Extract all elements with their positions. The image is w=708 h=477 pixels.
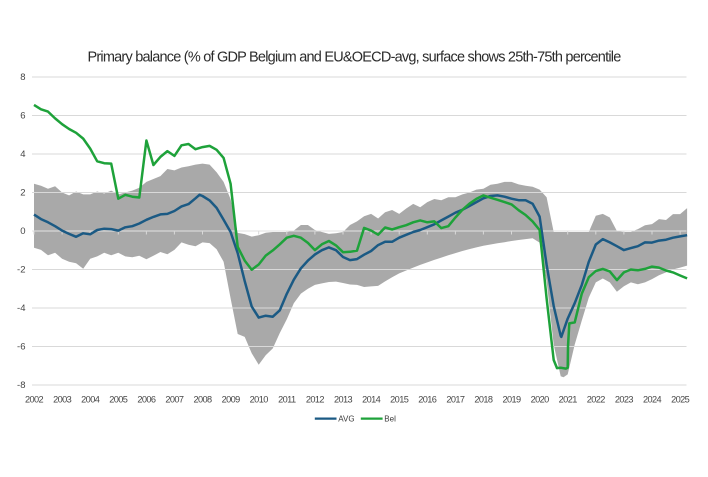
svg-text:2025: 2025 bbox=[671, 395, 690, 405]
svg-text:2009: 2009 bbox=[222, 395, 241, 405]
svg-text:-4: -4 bbox=[17, 303, 25, 314]
svg-text:2016: 2016 bbox=[418, 395, 437, 405]
svg-text:2013: 2013 bbox=[334, 395, 353, 405]
svg-text:2012: 2012 bbox=[306, 395, 325, 405]
svg-text:-8: -8 bbox=[17, 380, 25, 391]
svg-text:2006: 2006 bbox=[137, 395, 156, 405]
svg-text:2018: 2018 bbox=[474, 395, 493, 405]
svg-text:2015: 2015 bbox=[390, 395, 409, 405]
svg-text:2005: 2005 bbox=[109, 395, 128, 405]
svg-text:2011: 2011 bbox=[278, 395, 296, 405]
svg-text:-6: -6 bbox=[17, 342, 25, 353]
svg-text:2003: 2003 bbox=[53, 395, 72, 405]
svg-text:8: 8 bbox=[20, 72, 25, 83]
svg-text:2021: 2021 bbox=[559, 395, 578, 405]
svg-text:2020: 2020 bbox=[531, 395, 550, 405]
svg-text:-2: -2 bbox=[17, 265, 25, 276]
svg-text:2002: 2002 bbox=[25, 395, 44, 405]
svg-text:2019: 2019 bbox=[502, 395, 521, 405]
svg-text:2007: 2007 bbox=[165, 395, 184, 405]
svg-text:2008: 2008 bbox=[193, 395, 212, 405]
svg-text:AVG: AVG bbox=[338, 414, 354, 423]
svg-text:4: 4 bbox=[20, 149, 25, 160]
svg-text:0: 0 bbox=[20, 226, 25, 237]
svg-text:2014: 2014 bbox=[362, 395, 381, 405]
svg-text:2017: 2017 bbox=[446, 395, 465, 405]
svg-text:2024: 2024 bbox=[643, 395, 662, 405]
svg-text:Primary balance (% of GDP Belg: Primary balance (% of GDP Belgium and EU… bbox=[87, 50, 621, 66]
svg-text:2022: 2022 bbox=[587, 395, 606, 405]
svg-text:2004: 2004 bbox=[81, 395, 100, 405]
svg-text:2010: 2010 bbox=[250, 395, 269, 405]
svg-text:2023: 2023 bbox=[615, 395, 634, 405]
svg-text:6: 6 bbox=[20, 111, 25, 122]
svg-text:Bel: Bel bbox=[384, 414, 396, 423]
svg-text:2: 2 bbox=[20, 188, 25, 199]
